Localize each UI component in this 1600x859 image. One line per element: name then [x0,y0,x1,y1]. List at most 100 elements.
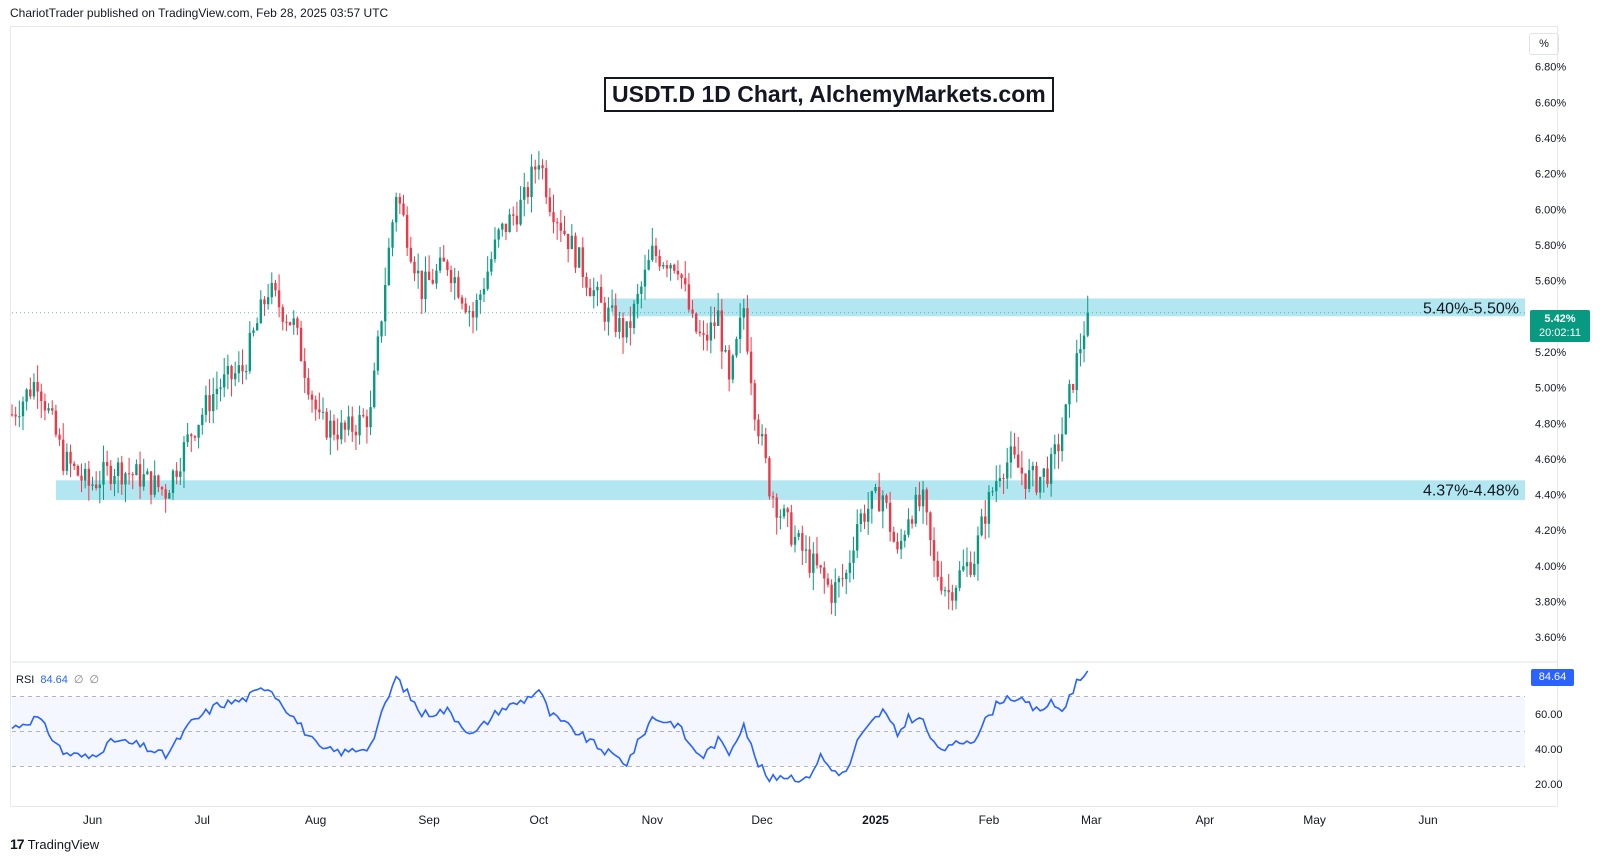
candle-body [457,277,460,298]
candle-body [980,516,983,536]
candle-body [727,350,731,380]
candle-body [146,471,149,475]
candle-body [874,486,877,492]
candle-body [1064,404,1067,435]
candle-body [219,387,222,389]
candle-body [340,422,343,440]
candle-body [585,276,588,288]
candle-body [475,299,478,318]
candle-body [991,491,994,493]
candle-body [424,271,427,300]
percent-scale-button[interactable]: % [1529,33,1559,55]
candle-body [292,318,295,325]
x-axis-tick-label: Jun [1418,813,1437,827]
candle-body [358,415,361,436]
candle-body [753,383,756,420]
candle-body [413,261,416,274]
candle-body [526,187,530,198]
candle-body [566,233,570,250]
price-axis-tick-label: 6.00% [1535,204,1566,216]
candle-body [515,215,519,225]
candle-body [812,553,815,573]
candle-body [782,508,786,517]
candle-body [212,394,215,412]
candle-body [716,310,720,326]
candle-body [958,570,961,588]
candle-body [296,318,299,328]
rsi-legend[interactable]: RSI 84.64 ∅ ∅ [16,673,99,686]
candle-body [1031,465,1035,471]
candle-body [940,576,943,591]
candle-body [680,274,683,279]
candle-body [848,562,852,573]
candle-body [548,197,552,213]
candle-body [910,519,914,524]
tradingview-brand[interactable]: 17 TradingView [10,836,99,852]
candle-body [841,578,844,580]
candle-body [1068,384,1071,405]
candle-body [442,257,445,262]
price-axis-tick-label: 5.00% [1535,383,1566,395]
candle-body [804,549,808,551]
candle-body [244,371,248,373]
rsi-extra-2: ∅ [89,674,100,686]
x-axis-tick-label: Mar [1081,813,1102,827]
price-axis-tick-label: 4.40% [1535,490,1566,502]
candle-body [629,321,632,328]
candle-body [947,590,950,593]
candle-body [896,541,899,550]
candle-body [651,245,654,261]
candle-body [921,489,925,507]
candle-body [230,365,233,380]
candle-body [91,484,94,486]
x-axis-tick-label: May [1303,813,1326,827]
candle-body [171,470,175,493]
candle-body [325,411,328,438]
candle-body [10,414,14,416]
price-axis-tick-label: 6.20% [1535,169,1566,181]
candle-body [775,497,778,518]
x-axis-tick-label: Jul [195,813,210,827]
candle-body [954,587,958,601]
candle-body [632,303,636,328]
candle-body [702,333,705,335]
x-axis-tick-label: Oct [530,813,549,827]
chart-title: USDT.D 1D Chart, AlchemyMarkets.com [604,77,1054,112]
candle-body [208,395,211,412]
candle-body [1013,446,1016,455]
candle-body [332,420,336,435]
chart-frame[interactable] [10,26,1558,807]
candle-body [808,549,811,573]
candle-body [797,533,800,537]
candle-body [925,489,928,513]
rsi-axis-tick-label: 60.00 [1535,709,1563,721]
candle-body [32,382,36,397]
price-axis-tick-label: 5.20% [1535,347,1566,359]
candle-body [373,370,376,408]
candle-body [1027,470,1031,489]
candle-body [914,494,917,524]
price-axis-tick-label: 3.80% [1535,597,1566,609]
candle-body [662,265,665,267]
candle-body [552,212,555,223]
candle-body [570,235,574,250]
candle-body [918,494,921,507]
candle-body [482,288,486,295]
x-axis-tick-label: Aug [305,813,326,827]
candle-body [479,294,482,300]
candle-body [270,283,273,298]
candle-body [951,592,954,601]
candle-body [431,279,434,284]
candle-body [760,434,764,437]
candle-body [427,271,431,280]
candle-body [387,247,391,286]
candle-body [226,365,230,375]
candle-body [768,458,771,497]
candle-body [793,536,797,545]
candle-body [749,351,753,384]
candle-body [709,322,713,341]
candle-body [29,389,32,397]
candle-body [263,299,266,305]
candle-body [815,553,819,566]
